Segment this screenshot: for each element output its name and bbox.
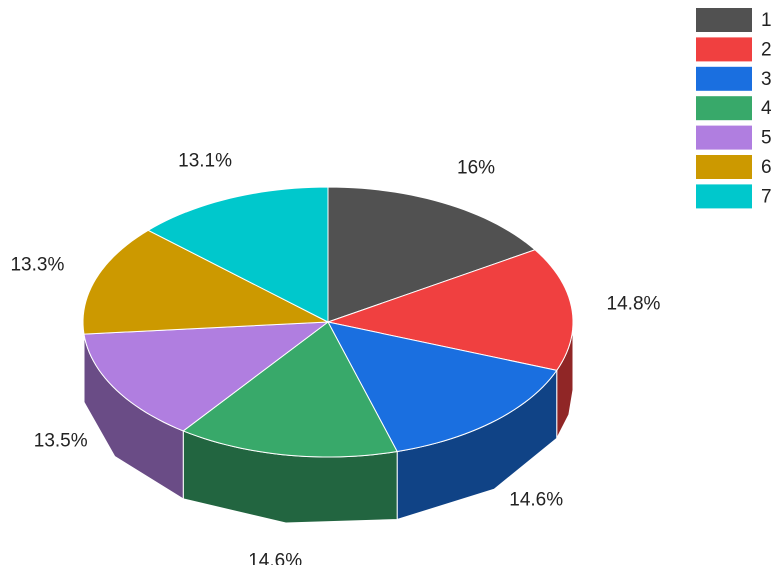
legend-label: 7 — [761, 186, 772, 207]
legend-label: 5 — [761, 128, 772, 149]
legend-swatch — [696, 184, 752, 209]
legend-label: 2 — [761, 39, 772, 60]
value-label: 14.6% — [248, 550, 302, 565]
value-label: 14.6% — [509, 490, 563, 511]
legend-swatch — [696, 155, 752, 179]
value-label: 13.3% — [10, 255, 64, 276]
legend-swatch — [696, 96, 752, 121]
slice — [327, 186, 536, 323]
slice — [326, 249, 574, 371]
slice — [147, 186, 329, 323]
value-label: 14.8% — [607, 294, 661, 315]
legend-label: 1 — [761, 10, 772, 31]
value-label: 13.5% — [34, 431, 88, 452]
slice — [83, 321, 330, 432]
slice — [82, 229, 330, 335]
slice — [182, 321, 398, 458]
legend-swatch — [696, 125, 752, 150]
legend-swatch — [696, 66, 752, 91]
legend-label: 6 — [761, 157, 772, 178]
value-label: 13.1% — [178, 151, 232, 172]
legend-label: 4 — [761, 98, 772, 119]
slice — [327, 321, 558, 453]
legend-label: 3 — [761, 69, 772, 90]
legend-swatch — [696, 8, 752, 32]
value-label: 16% — [457, 158, 495, 179]
legend-swatch — [696, 37, 752, 62]
